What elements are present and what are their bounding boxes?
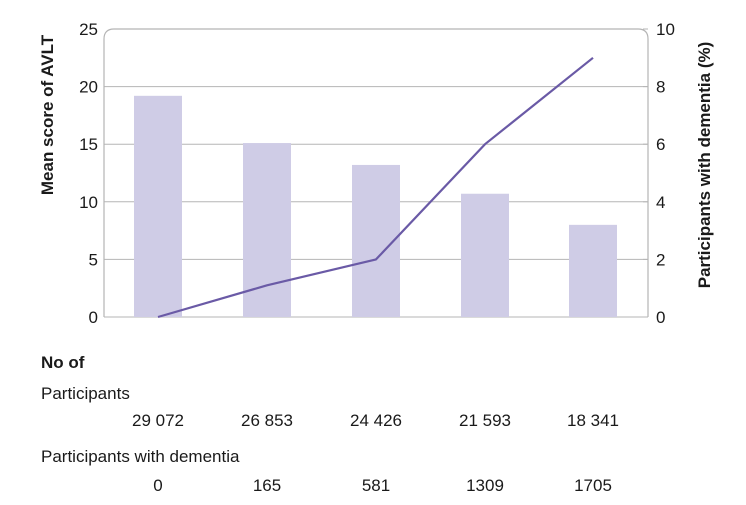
y2-tick-label: 4: [656, 193, 665, 212]
bar: [243, 143, 291, 317]
y2-tick-label: 6: [656, 135, 665, 154]
y-tick-label: 0: [89, 308, 98, 327]
y-axis-title: Mean score of AVLT: [38, 34, 57, 195]
dementia-count: 165: [252, 476, 282, 495]
dementia-count: 0: [153, 476, 163, 495]
plot-frame: [103, 28, 649, 317]
y2-tick-label: 10: [656, 20, 675, 39]
dementia-line: [157, 56, 594, 319]
table-heading: No of: [41, 353, 85, 372]
bar: [461, 193, 509, 317]
dementia-count: 1705: [574, 476, 612, 495]
participants-count: 18 341: [567, 411, 619, 430]
y2-tick-label: 0: [656, 308, 665, 327]
y2-axis-title: Participants with dementia (%): [695, 42, 714, 289]
y2-tick-label: 2: [656, 250, 665, 269]
dementia-count: 1309: [466, 476, 504, 495]
y2-tick-label: 8: [656, 78, 665, 97]
row-label-participants: Participants: [41, 384, 130, 403]
participants-count: 29 072: [132, 411, 184, 430]
dementia-count: 581: [361, 476, 391, 495]
participants-count: 24 426: [350, 411, 402, 430]
y-tick-label: 15: [79, 135, 98, 154]
bar: [569, 224, 617, 317]
y-tick-label: 5: [89, 250, 98, 269]
participants-count: 26 853: [241, 411, 293, 430]
y-tick-label: 20: [79, 78, 98, 97]
y-tick-label: 25: [79, 20, 98, 39]
row-label-dementia: Participants with dementia: [41, 447, 240, 466]
bar: [134, 95, 182, 317]
y-tick-label: 10: [79, 193, 98, 212]
participants-count: 21 593: [459, 411, 511, 430]
